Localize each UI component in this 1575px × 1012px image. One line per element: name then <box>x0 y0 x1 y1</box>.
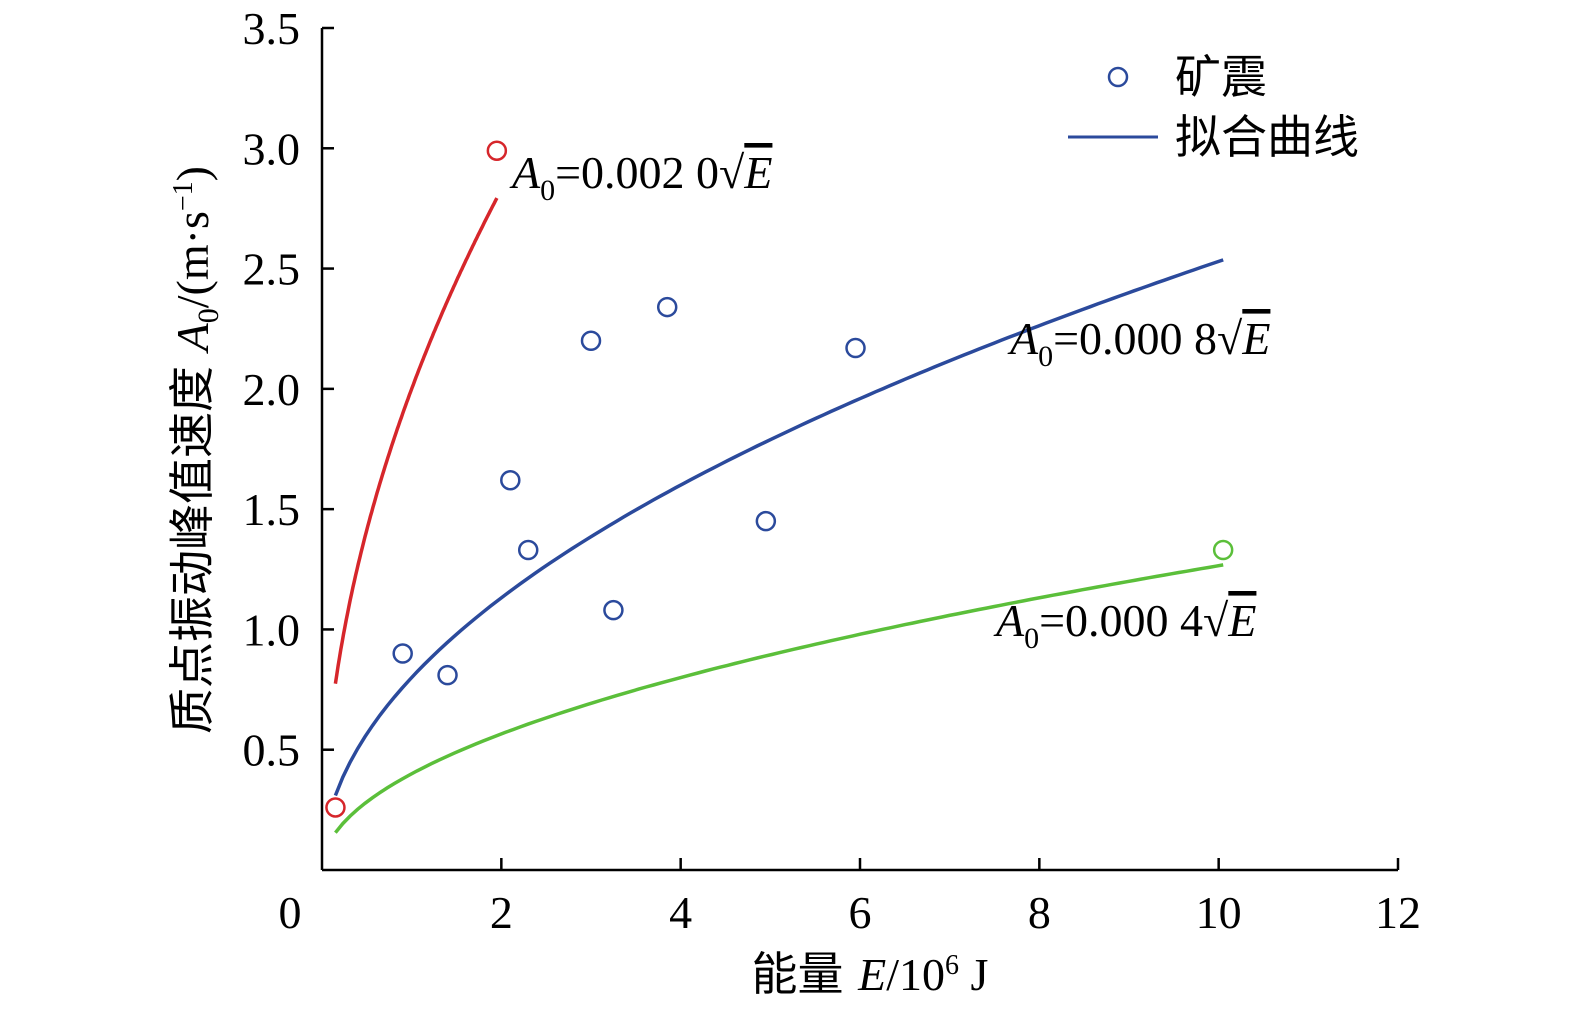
scatter-point <box>517 539 539 561</box>
scatter-point <box>392 643 413 664</box>
y-axis-ticks: 0.5 1.0 1.5 2.0 2.5 3.0 3.5 <box>243 3 334 776</box>
legend-line-label: 拟合曲线 <box>1175 110 1359 164</box>
equation-part: A <box>1007 313 1039 364</box>
equation-part: 0 <box>540 174 555 207</box>
equation-part: A <box>509 147 541 198</box>
y-tick-label: 2.5 <box>243 244 301 295</box>
fit-curves <box>333 197 1224 834</box>
x-tick-label: 2 <box>490 887 513 938</box>
equation-label: A0=0.000 4√E <box>993 595 1256 655</box>
scatter-point <box>603 599 624 621</box>
scatter-point <box>656 296 678 318</box>
equation-part: E <box>743 147 772 198</box>
endpoint-marker <box>1212 539 1234 561</box>
x-tick-label: 8 <box>1028 887 1051 938</box>
scatter-point <box>500 470 521 491</box>
scatter-point <box>755 510 777 532</box>
y-tick-label: 2.0 <box>243 364 301 415</box>
scatter-point <box>845 337 866 359</box>
y-tick-label: 0.5 <box>243 725 301 776</box>
legend: 矿震 拟合曲线 <box>1068 50 1359 164</box>
equation-labels: A0=0.002 0√EA0=0.000 8√EA0=0.000 4√E <box>509 147 1270 655</box>
equation-part: A <box>993 595 1025 646</box>
fit-curve <box>334 563 1224 834</box>
equation-part: 0 <box>1024 622 1039 655</box>
fit-curve <box>333 197 499 684</box>
endpoint-marker <box>486 140 508 161</box>
x-tick-label: 12 <box>1375 887 1421 938</box>
y-tick-label: 3.5 <box>243 3 301 54</box>
equation-part: =0.000 4√ <box>1039 595 1229 646</box>
equation-part: E <box>1227 595 1256 646</box>
x-axis-title: 能量 E/106 J <box>752 947 989 1001</box>
fit-curve <box>333 258 1224 797</box>
legend-scatter-marker <box>1107 66 1129 88</box>
equation-part: =0.002 0√ <box>555 147 745 198</box>
x-tick-label: 0 <box>279 887 302 938</box>
y-tick-label: 1.5 <box>243 484 301 535</box>
equation-part: 0 <box>1038 340 1053 373</box>
x-tick-label: 6 <box>849 887 872 938</box>
equation-part: E <box>1241 313 1270 364</box>
x-axis-ticks: 0 2 4 6 8 10 12 <box>279 858 1421 938</box>
endpoint-marker <box>325 797 346 818</box>
equation-label: A0=0.002 0√E <box>509 147 772 207</box>
legend-scatter-label: 矿震 <box>1175 50 1267 104</box>
equation-part: =0.000 8√ <box>1053 313 1243 364</box>
scatter-point <box>437 664 458 686</box>
scatter-point <box>580 330 602 351</box>
y-axis-title: 质点振动峰值速度 A0/(m·s−1) <box>165 166 225 734</box>
y-tick-label: 3.0 <box>243 123 301 174</box>
y-tick-label: 1.0 <box>243 604 301 655</box>
x-tick-label: 4 <box>669 887 692 938</box>
data-points <box>325 140 1234 818</box>
equation-label: A0=0.000 8√E <box>1007 313 1270 373</box>
x-tick-label: 10 <box>1196 887 1242 938</box>
